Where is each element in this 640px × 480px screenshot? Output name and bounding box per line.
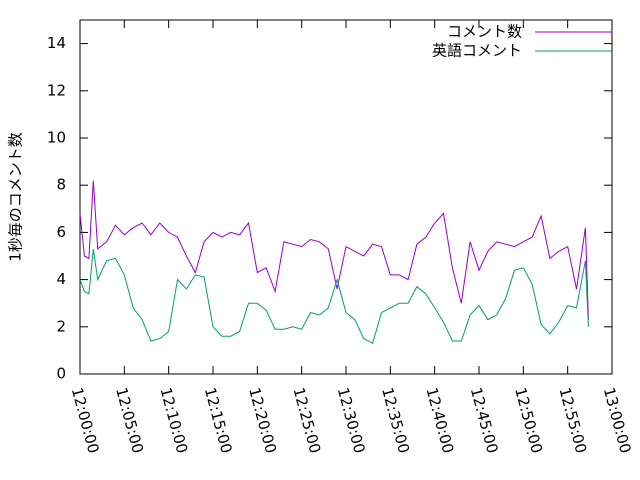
x-tick-label: 12:20:00 xyxy=(245,386,280,456)
x-tick-label: 12:25:00 xyxy=(289,386,324,456)
x-tick-label: 12:55:00 xyxy=(555,386,590,456)
x-tick-label: 12:35:00 xyxy=(378,386,413,456)
x-tick-label: 12:50:00 xyxy=(511,386,546,456)
x-tick-label: 12:05:00 xyxy=(112,386,147,456)
x-tick-label: 12:30:00 xyxy=(334,386,369,456)
x-tick-label: 13:00:00 xyxy=(600,386,635,456)
y-tick-label: 10 xyxy=(47,129,66,147)
x-tick-label: 12:00:00 xyxy=(68,386,103,456)
x-tick-label: 12:40:00 xyxy=(422,386,457,456)
legend-label: コメント数 xyxy=(447,23,522,41)
y-tick-label: 4 xyxy=(56,270,66,288)
y-axis-label: 1秒毎のコメント数 xyxy=(7,132,25,262)
x-tick-label: 12:15:00 xyxy=(201,386,236,456)
legend-label: 英語コメント xyxy=(432,42,522,60)
plot-border xyxy=(79,19,613,375)
y-tick-label: 12 xyxy=(47,81,66,99)
x-tick-label: 12:10:00 xyxy=(156,386,191,456)
x-tick-label: 12:45:00 xyxy=(467,386,502,456)
y-tick-label: 2 xyxy=(56,317,66,335)
series-line xyxy=(79,180,589,320)
y-tick-label: 8 xyxy=(56,176,66,194)
series-line xyxy=(79,248,589,345)
y-tick-label: 0 xyxy=(56,365,66,383)
y-tick-label: 14 xyxy=(47,34,66,52)
y-tick-label: 6 xyxy=(56,223,66,241)
